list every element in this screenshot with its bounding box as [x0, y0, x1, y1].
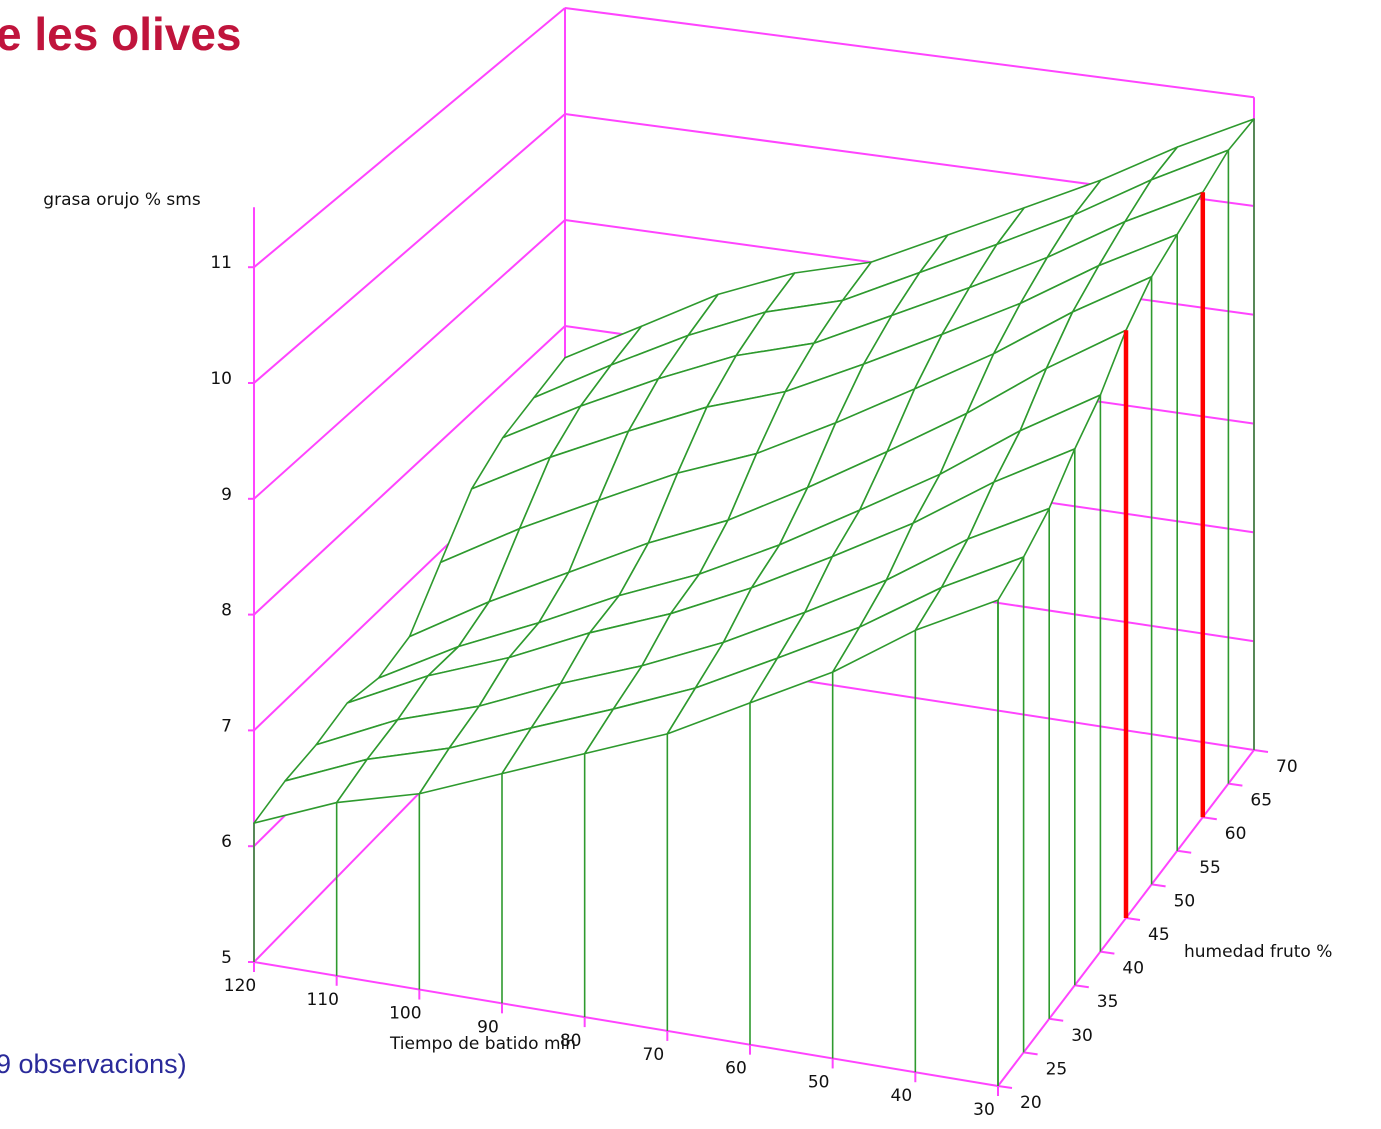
z-axis-title: grasa orujo % sms	[43, 190, 201, 210]
y-tick-label: 25	[1046, 1059, 1068, 1079]
y-tick	[1253, 749, 1269, 753]
y-tick-label: 50	[1174, 891, 1196, 911]
x-tick-label: 120	[224, 976, 256, 996]
z-tick-label: 5	[221, 948, 232, 968]
y-tick	[1177, 849, 1192, 854]
y-tick-label: 20	[1020, 1093, 1042, 1113]
grid-line	[253, 325, 566, 616]
subtitle: 9 observacions)	[0, 1049, 187, 1079]
x-tick-label: 90	[477, 1017, 499, 1037]
z-tick-label: 10	[210, 369, 232, 389]
y-tick-label: 65	[1250, 791, 1272, 811]
y-tick	[997, 1085, 1013, 1089]
z-tick-label: 9	[221, 485, 232, 505]
z-tick-label: 8	[221, 601, 232, 621]
x-tick-label: 110	[306, 990, 338, 1010]
x-tick-label: 80	[560, 1031, 582, 1051]
y-tick-label: 70	[1276, 757, 1298, 777]
y-tick	[1100, 950, 1115, 955]
grid-line	[564, 7, 1255, 99]
z-tick-label: 6	[221, 832, 232, 852]
y-tick-label: 45	[1148, 925, 1170, 945]
y-tick-label: 60	[1225, 824, 1247, 844]
x-tick-label: 70	[643, 1045, 665, 1065]
y-tick	[1151, 883, 1166, 888]
y-tick	[1023, 1051, 1038, 1056]
x-tick-label: 100	[389, 1004, 421, 1024]
y-tick	[1228, 782, 1243, 787]
z-tick-label: 7	[221, 716, 232, 736]
title: e les olives	[0, 8, 242, 60]
y-tick-label: 30	[1071, 1026, 1093, 1046]
grid-line	[253, 7, 566, 268]
y-tick	[1049, 1017, 1064, 1022]
z-tick-label: 11	[210, 253, 232, 273]
y-tick-label: 55	[1199, 858, 1221, 878]
y-axis-title: humedad fruto %	[1184, 942, 1332, 962]
y-tick-label: 40	[1122, 959, 1144, 979]
y-tick	[1074, 984, 1089, 989]
grid-line	[253, 219, 566, 500]
x-axis	[253, 961, 999, 1087]
x-tick-label: 50	[808, 1072, 830, 1092]
y-tick-label: 35	[1097, 992, 1119, 1012]
y-tick	[1125, 917, 1141, 921]
x-tick-label: 30	[973, 1100, 995, 1120]
y-tick	[1202, 816, 1217, 821]
x-tick-label: 60	[725, 1059, 747, 1079]
x-axis-title: Tiempo de batido min	[389, 1034, 576, 1054]
x-tick-label: 40	[891, 1086, 913, 1106]
grid-line	[253, 113, 566, 384]
